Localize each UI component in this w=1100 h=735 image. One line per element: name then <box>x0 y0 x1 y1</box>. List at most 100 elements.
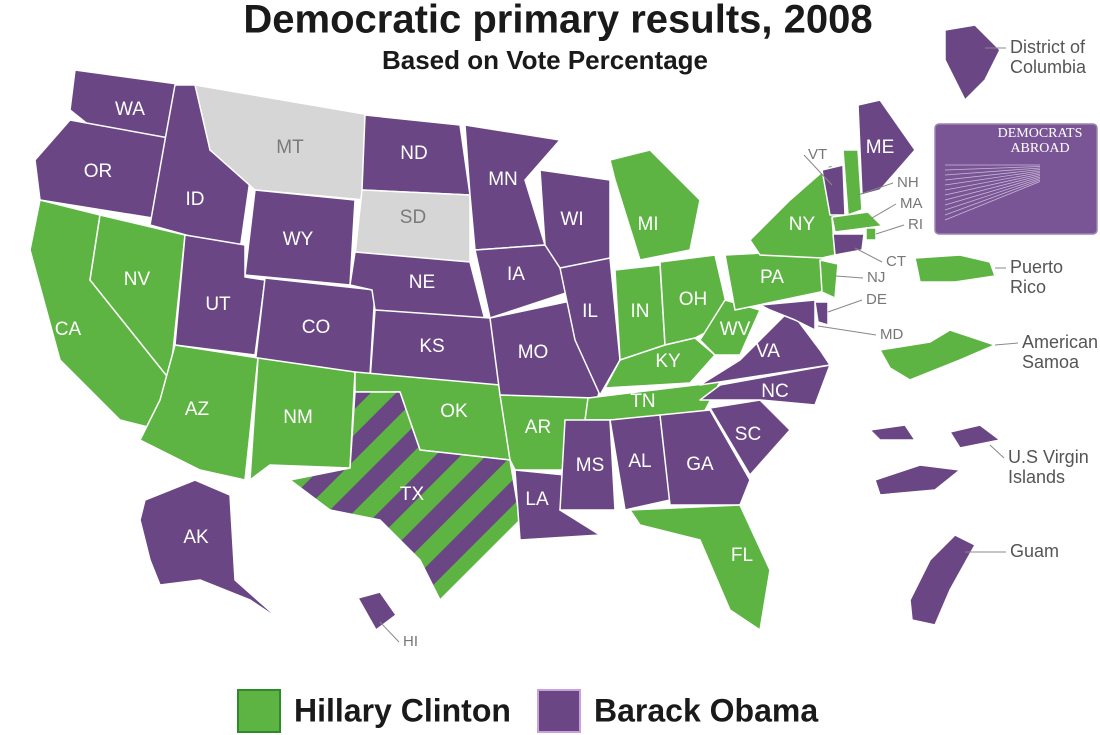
state <box>249 357 356 481</box>
territory-label: Rico <box>1010 277 1046 297</box>
decor-ray <box>944 169 1041 181</box>
title: Democratic primary results, 2008 <box>243 0 872 42</box>
state-label: TN <box>630 391 655 412</box>
state <box>819 259 839 299</box>
leader-line <box>379 621 400 643</box>
state-label: NC <box>761 381 788 402</box>
territory <box>944 24 1001 101</box>
territory-label: U.S Virgin <box>1008 447 1089 467</box>
state <box>831 211 883 233</box>
legend-swatch <box>537 689 581 733</box>
leader-line <box>803 154 833 186</box>
state <box>604 337 716 389</box>
state-label: OR <box>84 161 113 182</box>
state-label: AL <box>628 451 651 472</box>
state-label: PA <box>760 267 784 288</box>
territory <box>874 464 961 496</box>
leader-line <box>871 203 897 219</box>
leader-line <box>994 342 1019 346</box>
state <box>629 504 771 631</box>
state-label: NV <box>124 269 151 290</box>
territory <box>879 329 996 381</box>
state <box>289 391 521 601</box>
territory-label: Guam <box>1010 541 1059 561</box>
state-label: NH <box>897 174 919 191</box>
state <box>559 419 616 511</box>
state-label: FL <box>731 545 753 566</box>
state-label: CT <box>886 253 906 270</box>
state <box>659 409 751 506</box>
decor-ray <box>944 166 1041 171</box>
decor-ray <box>944 170 1041 186</box>
territory <box>914 254 996 283</box>
state-label: MO <box>518 342 549 363</box>
state-label: LA <box>525 489 549 510</box>
leader-line <box>854 247 883 263</box>
state-label: KS <box>419 336 444 357</box>
decor-ray <box>944 175 1041 201</box>
state-label: AK <box>183 527 209 548</box>
state-label: VA <box>756 341 780 362</box>
state <box>865 227 877 241</box>
leader-line <box>989 444 1005 459</box>
state-label: UT <box>205 294 231 315</box>
state-label: HI <box>403 633 418 650</box>
territory-label: Samoa <box>1022 352 1080 372</box>
state-label: NE <box>409 272 435 293</box>
state-label: NM <box>283 407 313 428</box>
abroad-label: ABROAD <box>1010 141 1069 156</box>
state-label: WY <box>283 229 314 250</box>
state-label: MT <box>276 137 304 158</box>
territory-label: Puerto <box>1010 257 1063 277</box>
state-label: GA <box>686 454 714 475</box>
territory-label: Columbia <box>1010 57 1087 77</box>
leader-line <box>827 299 863 313</box>
state <box>857 99 916 196</box>
state <box>842 149 863 216</box>
decor-ray <box>944 172 1041 191</box>
decor-ray <box>944 176 1041 206</box>
state <box>514 469 601 541</box>
state-label: VT <box>808 146 827 163</box>
decor-ray <box>944 178 1041 211</box>
state-label: MS <box>576 455 605 476</box>
abroad-label: DEMOCRATS <box>998 126 1083 141</box>
state <box>832 233 865 256</box>
state <box>709 399 791 476</box>
decor-ray <box>944 179 1041 216</box>
state-label: IL <box>582 301 598 322</box>
leader-line <box>857 182 894 196</box>
state <box>357 591 397 631</box>
state-label: AZ <box>185 399 210 420</box>
subtitle: Based on Vote Percentage <box>382 45 708 75</box>
leader-line <box>875 224 905 235</box>
state-label: DE <box>866 291 887 308</box>
territory-label: Islands <box>1008 467 1065 487</box>
state-label: ME <box>866 137 895 158</box>
state-label: TX <box>400 484 425 505</box>
state-label: ID <box>186 189 205 210</box>
state-label: OK <box>440 401 468 422</box>
state <box>699 364 831 406</box>
legend: Hillary Clinton Barack Obama <box>237 689 818 733</box>
state <box>699 299 761 356</box>
state <box>814 301 829 326</box>
state <box>699 309 831 386</box>
territory <box>949 424 1001 449</box>
states <box>29 24 1098 631</box>
state-label: MA <box>900 195 923 212</box>
state-label: OH <box>679 289 708 310</box>
decor-ray <box>944 181 1041 221</box>
territory-label: American <box>1022 332 1098 352</box>
state-label: WV <box>720 319 751 340</box>
state-label: AR <box>525 417 551 438</box>
state-label: WA <box>115 99 145 120</box>
state-label: SD <box>400 207 426 228</box>
state-label: ND <box>400 143 427 164</box>
state <box>609 149 701 261</box>
leader-line <box>817 325 877 336</box>
state-label: IN <box>631 301 650 322</box>
territory <box>869 424 916 441</box>
decor-ray <box>944 173 1041 196</box>
